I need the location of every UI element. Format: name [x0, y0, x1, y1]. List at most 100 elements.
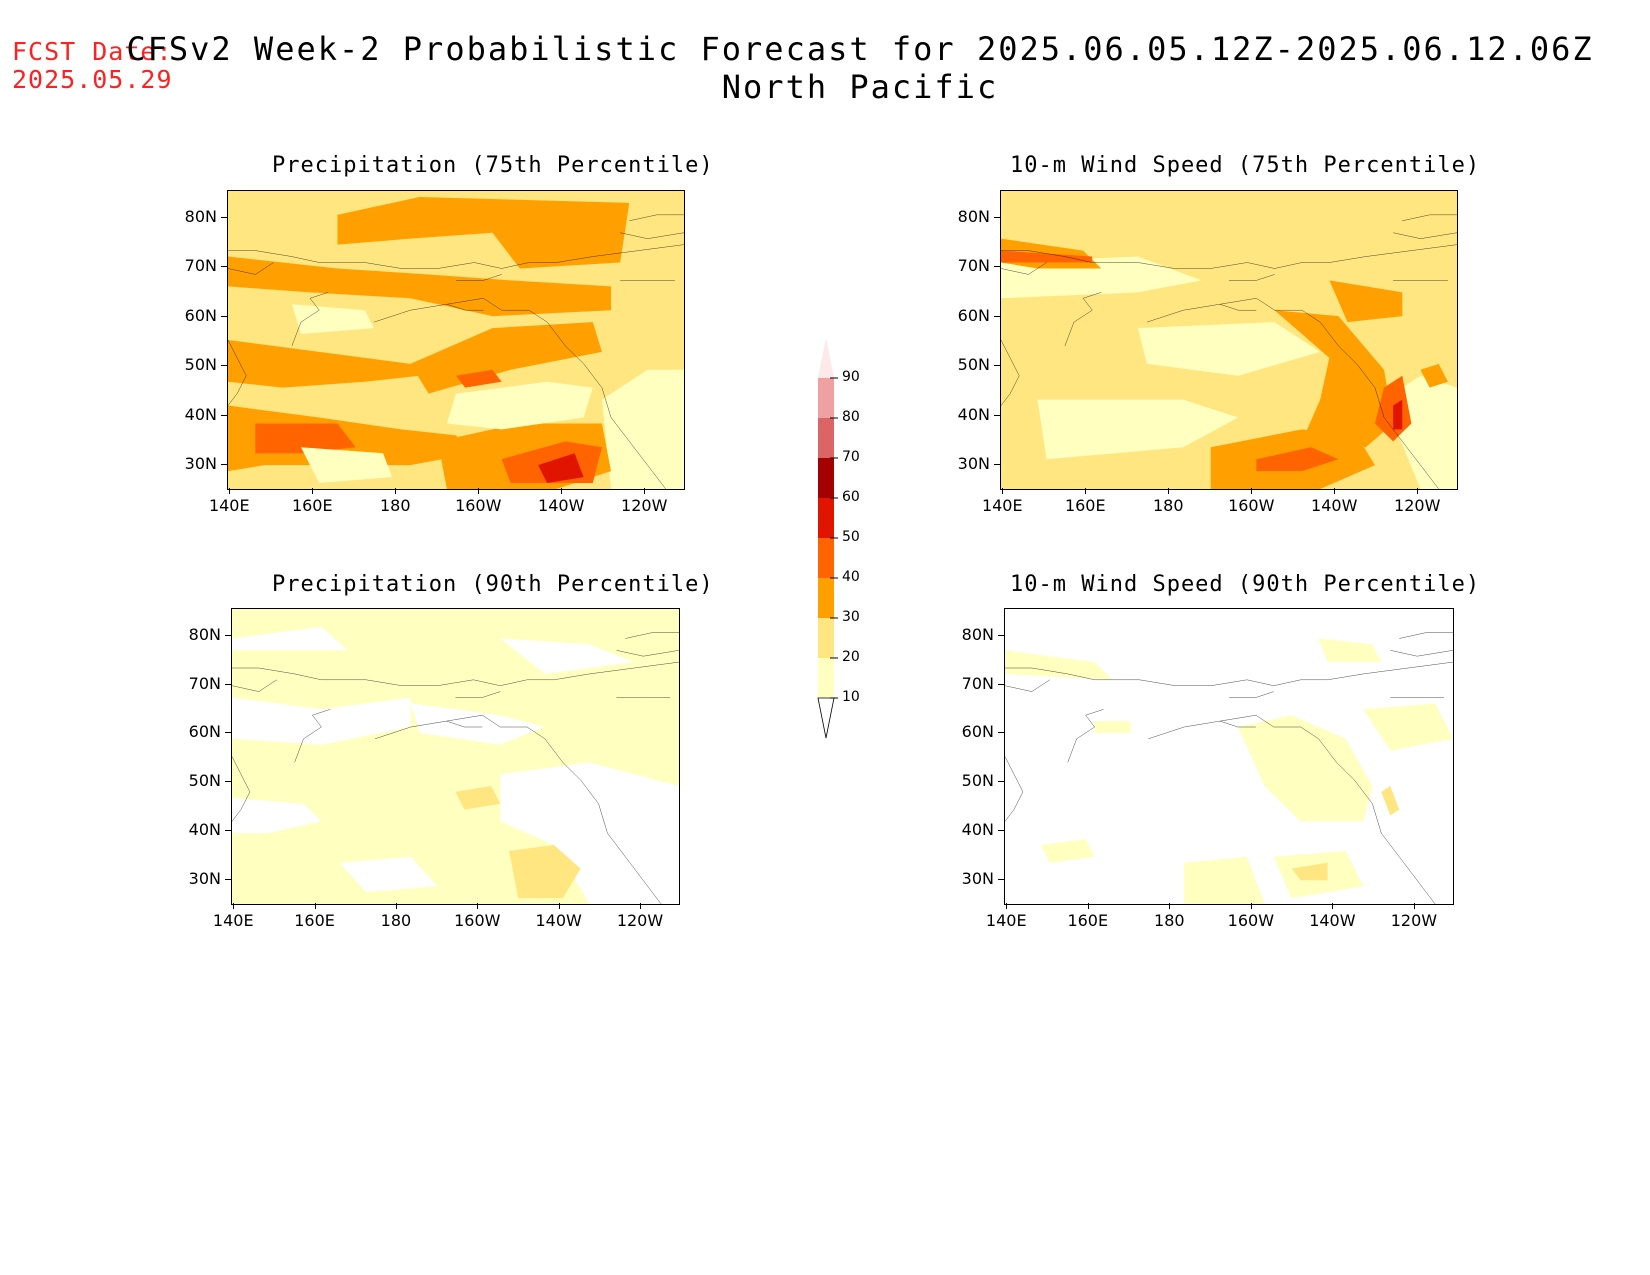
contour-region: [538, 453, 584, 484]
coastline: [616, 650, 679, 656]
lat-tick-mark: [998, 879, 1004, 881]
lon-tick-mark: [1168, 488, 1170, 494]
contour-region: [291, 304, 374, 335]
contour-region: [1329, 280, 1403, 323]
lat-tick-label: 50N: [957, 355, 990, 375]
lon-tick-label: 140E: [985, 911, 1027, 930]
lon-tick-mark: [640, 903, 641, 909]
lon-tick-label: 160W: [1227, 911, 1275, 930]
lon-tick-mark: [233, 903, 235, 909]
lat-tick-mark: [994, 216, 1000, 218]
colorbar: 10 20 30 40 50 60 70 80 90: [808, 338, 868, 752]
lon-tick-mark: [1332, 903, 1334, 909]
lon-tick-label: 180: [1152, 496, 1184, 515]
coastline: [629, 215, 684, 221]
colorbar-segment: [818, 578, 834, 618]
coastline: [625, 633, 679, 639]
lon-tick-label: 140W: [1309, 911, 1356, 930]
lat-tick-mark: [221, 414, 227, 416]
coastline: [292, 292, 328, 346]
coastline: [447, 721, 483, 727]
lon-tick-mark: [1334, 488, 1336, 494]
lon-tick-mark: [1169, 903, 1171, 909]
coastline: [1005, 662, 1453, 686]
coastline: [1393, 233, 1457, 239]
contour-region: [232, 626, 349, 651]
coastline: [1390, 650, 1453, 656]
lat-tick-label: 30N: [961, 869, 994, 889]
lon-tick-label: 160W: [454, 911, 501, 930]
colorbar-level-label: 80: [842, 409, 860, 425]
contour-region: [1318, 638, 1382, 663]
probability-field: [228, 191, 684, 489]
lon-tick-mark: [1006, 903, 1008, 909]
lat-tick-mark: [221, 315, 227, 317]
colorbar-level-label: 20: [842, 649, 860, 665]
lat-tick-label: 40N: [188, 820, 221, 840]
coastline: [1065, 292, 1101, 346]
colorbar-level-label: 10: [842, 689, 860, 705]
colorbar-segment: [818, 618, 834, 658]
coastline: [1220, 721, 1256, 727]
coastline: [1001, 245, 1457, 269]
colorbar-bottom-extension: [817, 697, 835, 739]
lon-tick-label: 180: [380, 911, 412, 930]
coastline: [295, 709, 331, 762]
contour-region: [601, 369, 684, 489]
colorbar-segment: [818, 658, 834, 698]
contour-region: [300, 447, 393, 484]
lon-tick-mark: [1087, 903, 1089, 909]
lon-tick-mark: [1002, 488, 1004, 494]
lat-tick-mark: [225, 830, 231, 832]
lat-tick-mark: [994, 365, 1000, 367]
coastline: [228, 245, 684, 269]
lon-tick-mark: [644, 488, 646, 494]
lat-tick-mark: [225, 781, 231, 783]
colorbar-top-extension: [818, 338, 834, 378]
contour-region: [500, 638, 635, 674]
lat-tick-label: 60N: [184, 305, 217, 325]
lon-tick-mark: [312, 488, 314, 494]
lat-tick-mark: [225, 879, 231, 881]
lat-tick-label: 30N: [188, 869, 221, 889]
map-precip-90: [231, 608, 680, 905]
contour-region: [228, 256, 612, 317]
lon-tick-label: 160E: [1064, 496, 1106, 515]
lon-tick-mark: [1085, 488, 1087, 494]
lat-tick-mark: [998, 830, 1004, 832]
lat-tick-label: 70N: [961, 673, 994, 693]
coastline: [1001, 340, 1019, 406]
contour-region: [1137, 322, 1321, 376]
contour-region: [1005, 650, 1113, 680]
colorbar-graphic: [817, 338, 838, 739]
lon-tick-label: 140E: [208, 496, 250, 515]
coastline: [1068, 709, 1104, 762]
lon-tick-label: 140E: [212, 911, 254, 930]
contour-region: [1037, 399, 1239, 460]
lat-tick-label: 40N: [961, 820, 994, 840]
colorbar-level-label: 70: [842, 449, 860, 465]
contour-region: [255, 423, 356, 454]
lat-tick-label: 30N: [184, 454, 217, 474]
probability-field: [232, 609, 679, 904]
lat-tick-label: 70N: [957, 256, 990, 276]
coastline: [232, 680, 277, 692]
lon-tick-label: 120W: [1394, 496, 1441, 515]
fcst-label: FCST Date:: [12, 37, 173, 66]
lon-tick-mark: [314, 903, 316, 909]
lat-tick-label: 30N: [957, 454, 990, 474]
coastline: [1399, 633, 1453, 639]
coastline: [620, 233, 684, 239]
contour-region: [1237, 715, 1373, 822]
lat-tick-mark: [221, 216, 227, 218]
lon-tick-mark: [1250, 903, 1252, 909]
contour-region: [1184, 856, 1265, 904]
lon-tick-label: 120W: [621, 496, 668, 515]
fcst-date: 2025.05.29: [12, 65, 173, 94]
lon-tick-label: 160E: [291, 496, 333, 515]
contour-region: [1363, 703, 1453, 751]
coastline: [1220, 304, 1256, 310]
colorbar-segment: [818, 538, 834, 578]
lon-tick-label: 120W: [1390, 911, 1438, 930]
coastline: [1147, 298, 1439, 489]
